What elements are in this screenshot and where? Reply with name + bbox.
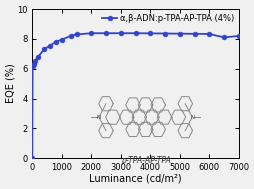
α,β-ADN:p-TPA-AP-TPA (4%) (69, 35, 72, 37)
Y-axis label: EQE (%): EQE (%) (6, 64, 15, 104)
α,β-ADN:p-TPA-AP-TPA (4%) (48, 44, 51, 47)
α,β-ADN:p-TPA-AP-TPA (4%) (148, 32, 151, 35)
α,β-ADN:p-TPA-AP-TPA (4%) (42, 48, 45, 50)
α,β-ADN:p-TPA-AP-TPA (4%) (31, 157, 34, 159)
α,β-ADN:p-TPA-AP-TPA (4%) (34, 59, 37, 62)
α,β-ADN:p-TPA-AP-TPA (4%) (37, 56, 40, 58)
α,β-ADN:p-TPA-AP-TPA (4%) (222, 36, 225, 39)
α,β-ADN:p-TPA-AP-TPA (4%) (119, 32, 122, 34)
α,β-ADN:p-TPA-AP-TPA (4%) (163, 32, 166, 35)
α,β-ADN:p-TPA-AP-TPA (4%) (32, 63, 35, 65)
α,β-ADN:p-TPA-AP-TPA (4%) (60, 39, 63, 41)
α,β-ADN:p-TPA-AP-TPA (4%) (192, 33, 195, 35)
α,β-ADN:p-TPA-AP-TPA (4%) (104, 32, 107, 34)
α,β-ADN:p-TPA-AP-TPA (4%) (31, 65, 34, 67)
X-axis label: Luminance (cd/m²): Luminance (cd/m²) (89, 174, 181, 184)
α,β-ADN:p-TPA-AP-TPA (4%) (134, 32, 137, 34)
α,β-ADN:p-TPA-AP-TPA (4%) (75, 33, 78, 36)
Text: N: N (97, 115, 101, 120)
α,β-ADN:p-TPA-AP-TPA (4%) (178, 33, 181, 35)
Text: p-TPA-AP-TPA: p-TPA-AP-TPA (120, 156, 170, 165)
α,β-ADN:p-TPA-AP-TPA (4%) (54, 41, 57, 43)
α,β-ADN:p-TPA-AP-TPA (4%) (89, 32, 92, 34)
Legend: α,β-ADN:p-TPA-AP-TPA (4%): α,β-ADN:p-TPA-AP-TPA (4%) (101, 13, 234, 24)
α,β-ADN:p-TPA-AP-TPA (4%) (207, 33, 210, 35)
α,β-ADN:p-TPA-AP-TPA (4%) (236, 35, 240, 37)
Text: N: N (189, 115, 194, 120)
Line: α,β-ADN:p-TPA-AP-TPA (4%): α,β-ADN:p-TPA-AP-TPA (4%) (30, 31, 240, 161)
